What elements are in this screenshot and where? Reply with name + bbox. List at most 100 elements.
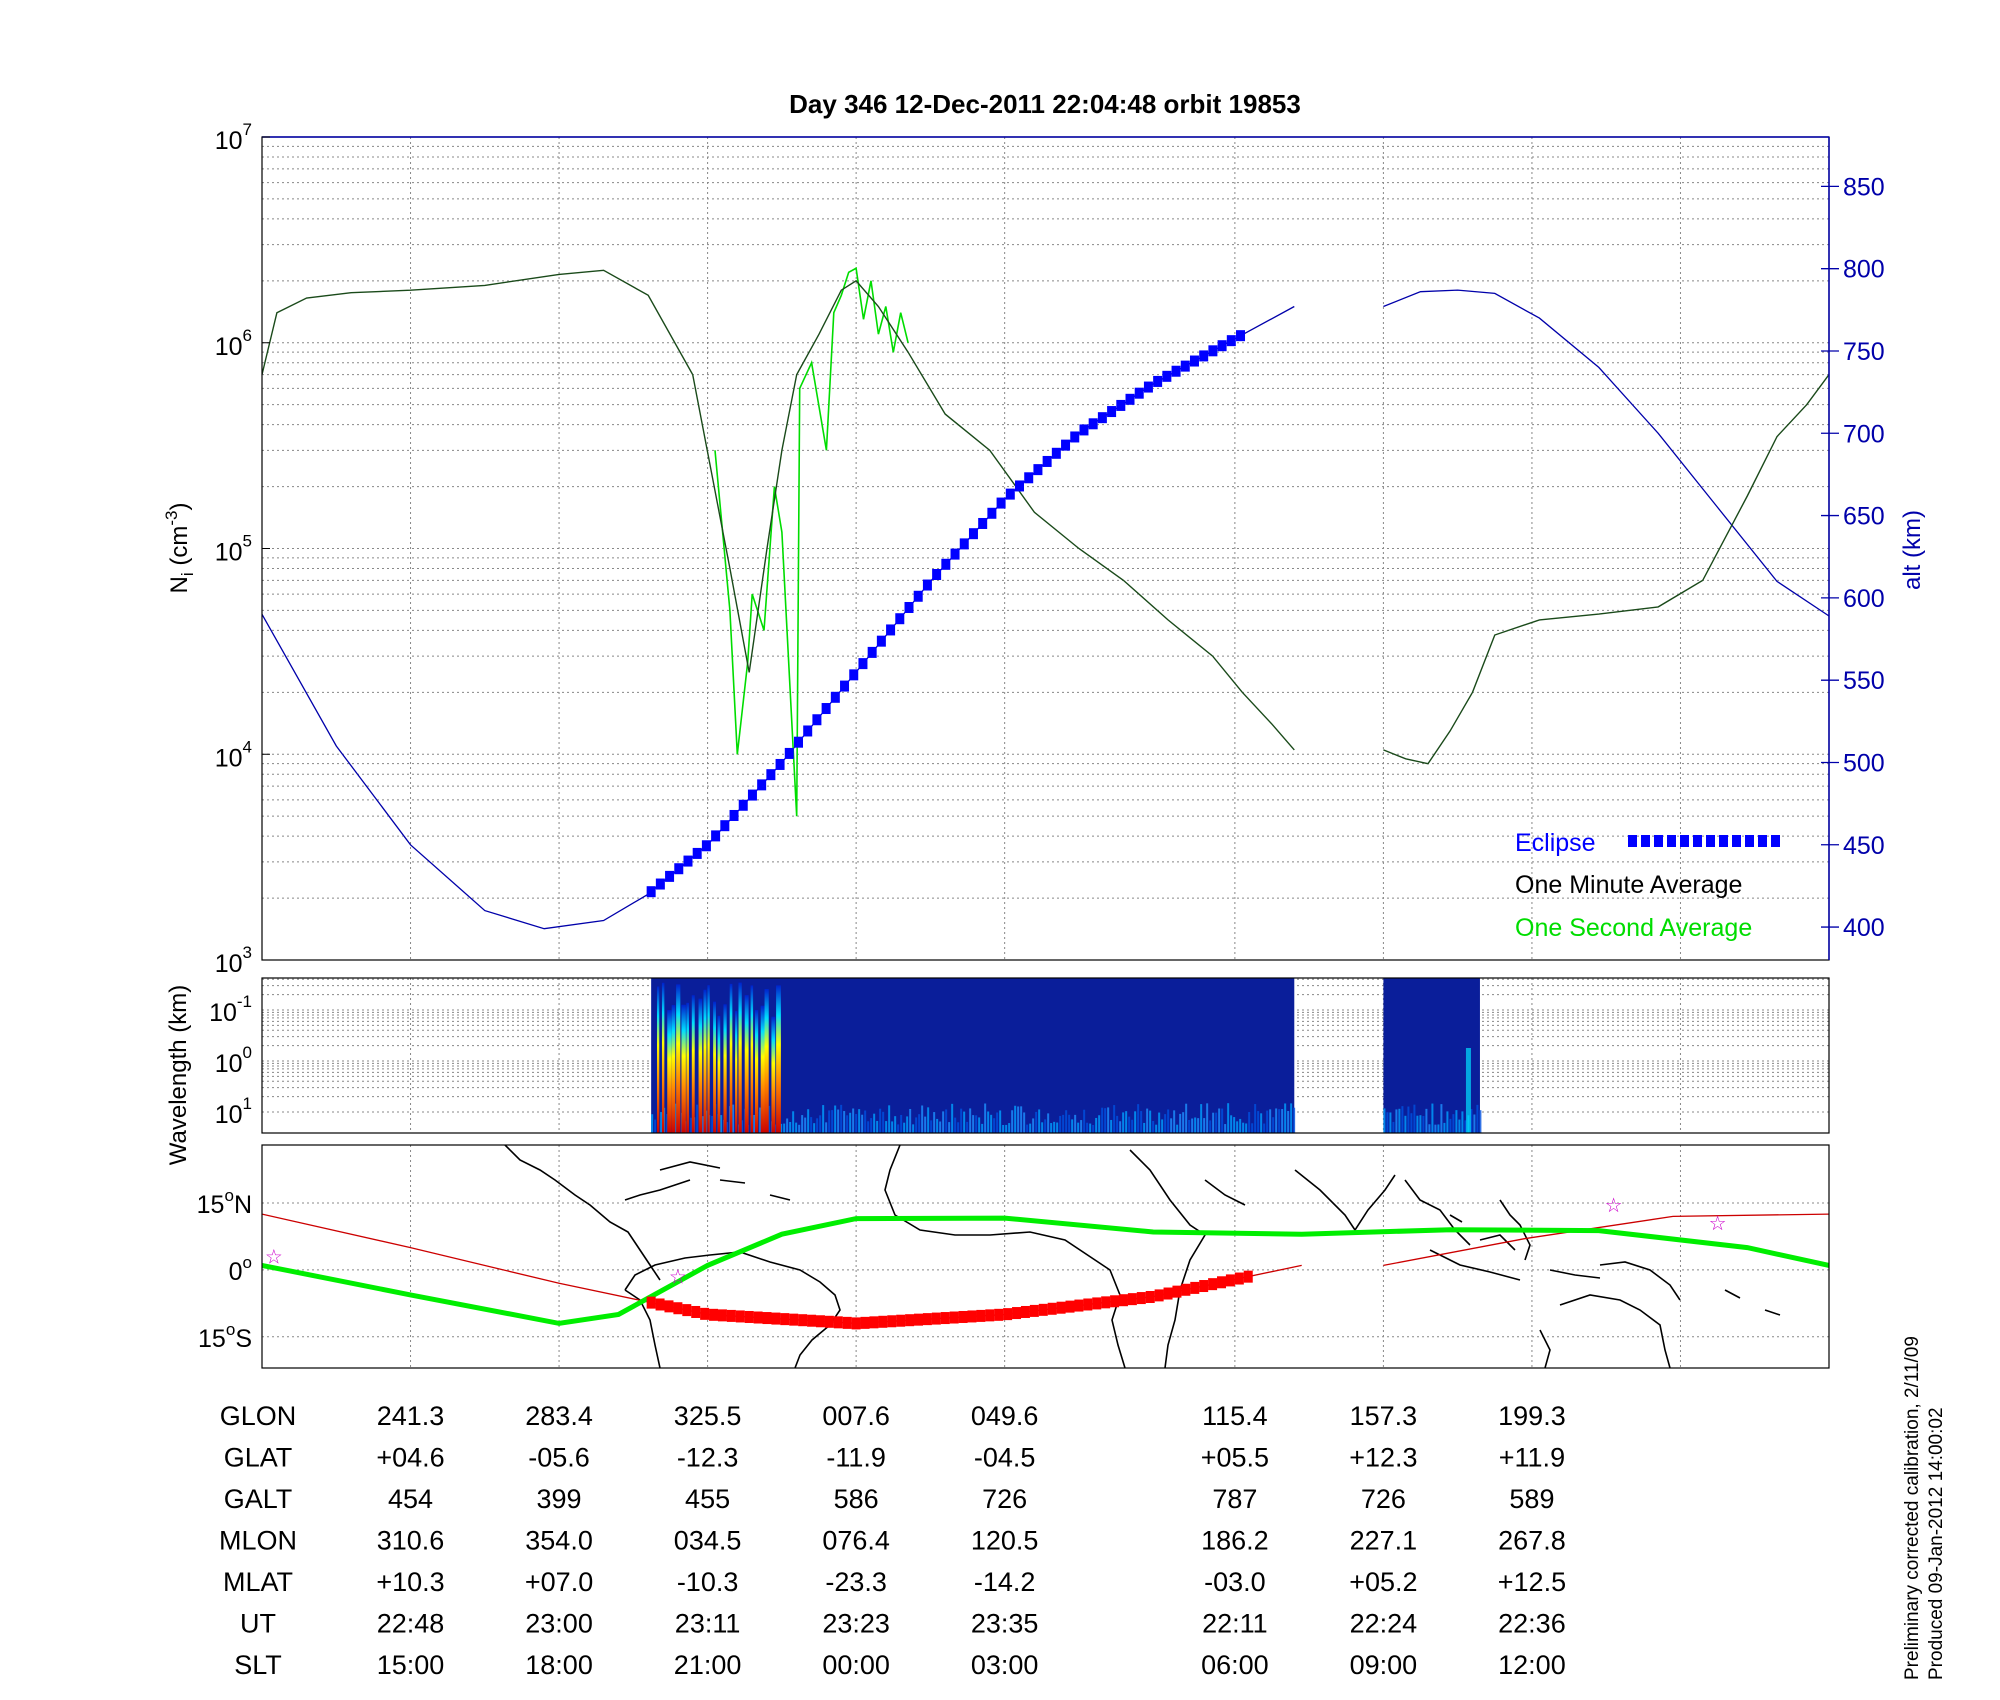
spectrogram-cell	[1416, 1115, 1419, 1133]
eclipse-track-marker	[878, 1315, 888, 1328]
eclipse-marker	[747, 789, 757, 801]
table-cell: -12.3	[677, 1443, 739, 1473]
spectrogram-burst	[717, 1015, 721, 1133]
eclipse-track-marker	[1020, 1305, 1030, 1318]
spectrogram-cell	[825, 1122, 828, 1133]
spectrogram-cell	[924, 1116, 927, 1133]
spectrogram-cell	[1455, 1110, 1458, 1133]
eclipse-track-marker	[709, 1308, 719, 1321]
spectrogram-cell	[1233, 1117, 1236, 1133]
eclipse-track-marker	[860, 1316, 870, 1329]
spectrogram-cell	[1398, 1108, 1401, 1133]
spectrogram-cell	[1170, 1118, 1173, 1133]
spectrogram-cell	[780, 1123, 783, 1133]
spectrogram-cell	[1038, 1109, 1041, 1133]
spectrogram-cell	[795, 1122, 798, 1133]
spectrogram-cell	[1428, 1124, 1431, 1133]
spectrogram-cell	[969, 1108, 972, 1133]
eclipse-track-marker	[780, 1313, 790, 1326]
orbit-parameter-table: GLON GLAT GALT MLON MLAT UT SLT 241.3 +04.6 454 31…	[219, 1401, 1566, 1680]
spectrogram-cell	[1422, 1115, 1425, 1133]
spectrogram-cell	[1386, 1112, 1389, 1133]
eclipse-track-marker	[789, 1313, 799, 1326]
table-cell: 22:48	[377, 1609, 445, 1639]
eclipse-track-marker	[931, 1312, 941, 1325]
table-cell: 454	[388, 1484, 433, 1514]
legend-eclipse-marker	[1771, 835, 1780, 847]
spectrogram-cell	[1182, 1112, 1185, 1133]
table-row-label: GALT	[224, 1484, 293, 1514]
spectrogram-cell	[909, 1108, 912, 1133]
spectrogram-cell	[1287, 1110, 1290, 1133]
eclipse-marker	[1116, 399, 1126, 411]
table-cell: 22:36	[1498, 1609, 1566, 1639]
eclipse-marker	[1070, 431, 1080, 443]
spectrogram-cell	[1158, 1112, 1161, 1133]
spectrogram-cell	[1284, 1103, 1287, 1133]
coastline-australia	[1539, 1294, 1671, 1368]
spectrogram-cell	[846, 1115, 849, 1133]
spectrogram-burst	[776, 985, 781, 1133]
spectrogram-cell	[954, 1117, 957, 1133]
eclipse-track-marker	[744, 1310, 754, 1323]
legend-eclipse-marker	[1758, 835, 1767, 847]
eclipse-track-marker	[905, 1314, 915, 1327]
spectrogram-cell	[1212, 1112, 1215, 1133]
eclipse-track-marker	[1012, 1307, 1022, 1320]
spectrogram-burst	[764, 989, 769, 1133]
spectrogram-cell	[1119, 1121, 1122, 1133]
eclipse-track-marker	[762, 1312, 772, 1325]
table-cell: 399	[537, 1484, 582, 1514]
spectrogram-cell	[1440, 1104, 1443, 1133]
spectrogram-cell	[786, 1118, 789, 1133]
spectrogram-cell	[894, 1116, 897, 1133]
legend-eclipse-marker	[1693, 835, 1702, 847]
eclipse-track-marker	[1092, 1297, 1102, 1310]
spectrogram-cell	[990, 1114, 993, 1133]
spectrogram-burst	[686, 1002, 689, 1133]
map-tick-label: 0o	[229, 1253, 252, 1286]
density-y-ticks: 103 104 105 106 107	[215, 120, 270, 978]
spectrogram-burst	[729, 983, 733, 1133]
eclipse-marker	[858, 658, 868, 670]
spectrogram-cell	[1026, 1124, 1029, 1133]
altitude-tick-label: 750	[1843, 338, 1885, 366]
eclipse-marker	[830, 691, 840, 703]
eclipse-marker	[922, 579, 932, 591]
one-minute-average-line	[262, 269, 1295, 751]
spectrogram-cell	[1257, 1111, 1260, 1133]
coastline-north-america	[504, 1145, 661, 1281]
spectrogram-cell	[1080, 1120, 1083, 1133]
spectrogram-cell	[927, 1107, 930, 1133]
eclipse-marker	[1236, 330, 1246, 342]
spectrogram-tick-label: 101	[215, 1094, 252, 1129]
eclipse-track-marker	[1029, 1304, 1039, 1317]
spectrogram-cell	[1425, 1108, 1428, 1133]
star-marker: ☆	[1709, 1213, 1727, 1235]
star-marker: ☆	[1605, 1195, 1623, 1217]
eclipse-track-marker	[753, 1311, 763, 1324]
eclipse-track-marker	[664, 1300, 674, 1313]
spectrogram-cell	[1293, 1107, 1296, 1133]
spectrogram-cell	[1470, 1109, 1473, 1133]
spectrogram-cell	[1167, 1109, 1170, 1133]
table-row-label: SLT	[234, 1650, 282, 1680]
altitude-tick-label: 700	[1843, 420, 1885, 448]
legend-eclipse-marker	[1706, 835, 1715, 847]
spectrogram-burst	[750, 985, 754, 1133]
eclipse-marker	[683, 855, 693, 867]
eclipse-track-marker	[1234, 1272, 1244, 1285]
spectrogram-cell	[945, 1109, 948, 1133]
eclipse-track-marker	[922, 1313, 932, 1326]
spectrogram-cell	[912, 1124, 915, 1133]
spectrogram-cell	[1098, 1115, 1101, 1133]
table-cell: 23:23	[822, 1609, 890, 1639]
spectrogram-tick-label: 10-1	[209, 992, 252, 1027]
eclipse-track-marker	[1217, 1276, 1227, 1289]
table-cell: 726	[982, 1484, 1027, 1514]
eclipse-track-markers	[646, 1270, 1253, 1330]
map-frame	[261, 1144, 1830, 1369]
spectrogram-cell	[897, 1124, 900, 1133]
altitude-tick-label: 650	[1843, 503, 1885, 531]
map-tick-label: 15oS	[198, 1320, 252, 1353]
